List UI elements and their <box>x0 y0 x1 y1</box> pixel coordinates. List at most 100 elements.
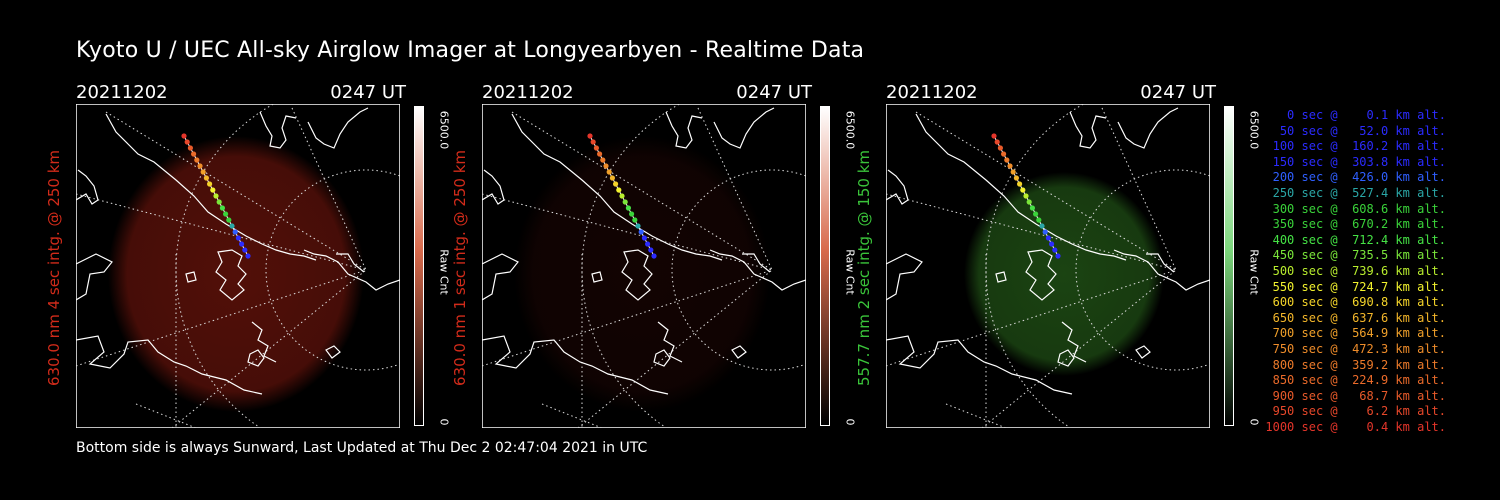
trajectory-point <box>613 181 619 187</box>
trajectory-point <box>648 247 654 253</box>
trajectory-point <box>1033 211 1039 217</box>
colorbar <box>820 106 830 426</box>
trajectory-point <box>226 217 232 223</box>
trajectory-point <box>997 145 1003 151</box>
legend-entry: 700 sec @ 564.9 km alt. <box>1265 326 1446 341</box>
trajectory-point <box>641 235 647 241</box>
trajectory-point <box>638 229 644 235</box>
trajectory-point <box>1029 205 1035 211</box>
trajectory-point <box>1042 229 1048 235</box>
trajectory-point <box>991 133 997 139</box>
trajectory-point <box>229 223 235 229</box>
colorbar <box>414 106 424 426</box>
trajectory-point <box>191 151 197 157</box>
colorbar-max: 6500.0 <box>437 110 451 150</box>
page-title: Kyoto U / UEC All-sky Airglow Imager at … <box>76 38 865 63</box>
trajectory-point <box>1052 247 1058 253</box>
airglow-panel-630-1s: 20211202 0247 UT 630.0 nm 1 sec intg. @ … <box>451 82 862 432</box>
trajectory-point <box>606 169 612 175</box>
trajectory-point <box>216 199 222 205</box>
legend-entry: 650 sec @ 637.6 km alt. <box>1265 310 1446 325</box>
legend-entry: 1000 sec @ 0.4 km alt. <box>1265 419 1446 434</box>
trajectory-point <box>1045 235 1051 241</box>
trajectory-point <box>1026 199 1032 205</box>
trajectory-point <box>219 205 225 211</box>
trajectory-point <box>200 169 206 175</box>
trajectory-point <box>635 223 641 229</box>
trajectory-point <box>1017 181 1023 187</box>
legend-entry: 550 sec @ 724.7 km alt. <box>1265 279 1446 294</box>
trajectory-point <box>629 211 635 217</box>
colorbar-min: 0 <box>843 418 857 426</box>
trajectory-point <box>194 157 200 163</box>
legend-entry: 850 sec @ 224.9 km alt. <box>1265 373 1446 388</box>
trajectory-point <box>197 163 203 169</box>
allsky-image <box>482 104 806 428</box>
trajectory-point <box>994 139 1000 145</box>
colorbar-max: 6500.0 <box>843 110 857 150</box>
trajectory-point <box>203 175 209 181</box>
colorbar <box>1224 106 1234 426</box>
legend-entry: 100 sec @ 160.2 km alt. <box>1265 139 1446 154</box>
panel-time: 0247 UT <box>330 82 406 103</box>
trajectory-point <box>590 139 596 145</box>
panel-time: 0247 UT <box>1140 82 1216 103</box>
panel-ylabel: 630.0 nm 4 sec intg. @ 250 km <box>45 149 63 387</box>
trajectory-point <box>184 139 190 145</box>
trajectory-point <box>232 229 238 235</box>
trajectory-point <box>587 133 593 139</box>
panel-ylabel: 630.0 nm 1 sec intg. @ 250 km <box>451 149 469 387</box>
trajectory-point <box>207 181 213 187</box>
legend-entry: 500 sec @ 739.6 km alt. <box>1265 263 1446 278</box>
allsky-image <box>886 104 1210 428</box>
legend-entry: 800 sec @ 359.2 km alt. <box>1265 357 1446 372</box>
trajectory-point <box>213 193 219 199</box>
time-altitude-legend: 0 sec @ 0.1 km alt. 50 sec @ 52.0 km alt… <box>1250 108 1446 435</box>
trajectory-point <box>619 193 625 199</box>
legend-entry: 450 sec @ 735.5 km alt. <box>1265 248 1446 263</box>
legend-entry: 250 sec @ 527.4 km alt. <box>1265 185 1446 200</box>
trajectory-point <box>1023 193 1029 199</box>
colorbar-min: 0 <box>437 418 451 426</box>
legend-entry: 750 sec @ 472.3 km alt. <box>1265 341 1446 356</box>
trajectory-point <box>210 187 216 193</box>
trajectory-point <box>245 253 251 259</box>
trajectory-point <box>235 235 241 241</box>
airglow-panel-557-2s: 20211202 0247 UT 557.7 nm 2 sec intg. @ … <box>855 82 1266 432</box>
legend-entry: 200 sec @ 426.0 km alt. <box>1265 170 1446 185</box>
footer-note: Bottom side is always Sunward, Last Upda… <box>76 440 648 456</box>
trajectory-point <box>593 145 599 151</box>
trajectory-point <box>651 253 657 259</box>
legend-entry: 150 sec @ 303.8 km alt. <box>1265 154 1446 169</box>
trajectory-point <box>181 133 187 139</box>
trajectory-point <box>1036 217 1042 223</box>
trajectory-point <box>1010 169 1016 175</box>
airglow-panel-630-4s: 20211202 0247 UT 630.0 nm 4 sec intg. @ … <box>45 82 456 432</box>
allsky-image <box>76 104 400 428</box>
trajectory-point <box>625 205 631 211</box>
trajectory-point <box>1013 175 1019 181</box>
legend-entry: 400 sec @ 712.4 km alt. <box>1265 232 1446 247</box>
trajectory-point <box>609 175 615 181</box>
panel-date: 20211202 <box>482 82 574 103</box>
trajectory-point <box>597 151 603 157</box>
trajectory-point <box>645 241 651 247</box>
trajectory-point <box>223 211 229 217</box>
legend-entry: 50 sec @ 52.0 km alt. <box>1265 123 1446 138</box>
trajectory-point <box>1055 253 1061 259</box>
colorbar-unit: Raw Cnt <box>437 249 451 295</box>
panel-time: 0247 UT <box>736 82 812 103</box>
trajectory-point <box>632 217 638 223</box>
legend-entry: 950 sec @ 6.2 km alt. <box>1265 404 1446 419</box>
trajectory-point <box>622 199 628 205</box>
legend-entry: 350 sec @ 670.2 km alt. <box>1265 217 1446 232</box>
panel-ylabel: 557.7 nm 2 sec intg. @ 150 km <box>855 149 873 387</box>
trajectory-point <box>1004 157 1010 163</box>
trajectory-point <box>187 145 193 151</box>
panel-date: 20211202 <box>886 82 978 103</box>
trajectory-point <box>600 157 606 163</box>
trajectory-point <box>1001 151 1007 157</box>
trajectory-point <box>1020 187 1026 193</box>
trajectory-point <box>1049 241 1055 247</box>
legend-entry: 300 sec @ 608.6 km alt. <box>1265 201 1446 216</box>
